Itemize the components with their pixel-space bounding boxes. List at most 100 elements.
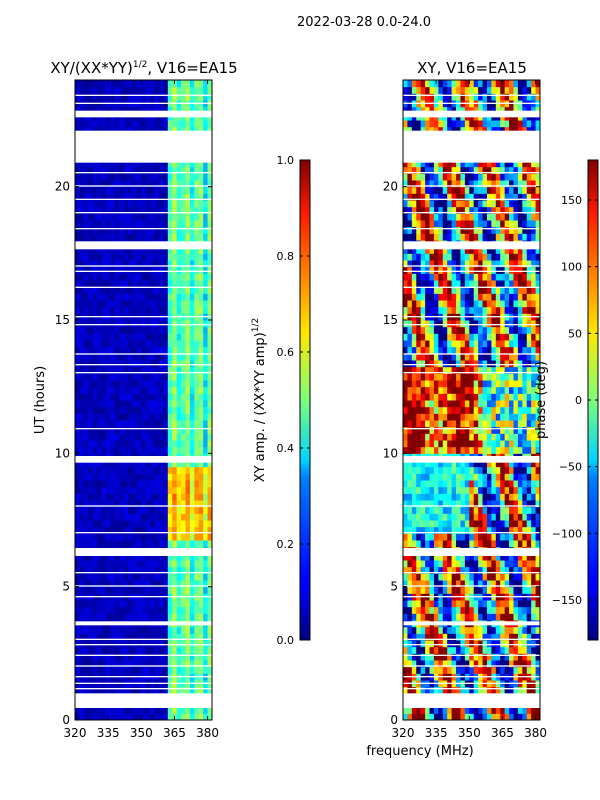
heatmap-cell: [167, 473, 173, 481]
heatmap-cell: [194, 446, 200, 454]
heatmap-cell: [145, 333, 151, 341]
heatmap-cell: [163, 326, 169, 334]
data-gap: [75, 364, 212, 366]
heatmap-cell: [141, 286, 147, 294]
heatmap-cell: [438, 500, 444, 508]
heatmap-cell: [442, 460, 448, 468]
heatmap-cell: [203, 446, 209, 454]
heatmap-cell: [181, 166, 186, 174]
heatmap-cell: [522, 333, 528, 341]
heatmap-cell: [185, 300, 191, 308]
heatmap-cell: [167, 573, 173, 581]
heatmap-cell: [416, 406, 422, 414]
heatmap-cell: [526, 433, 532, 441]
heatmap-cell: [150, 433, 156, 441]
heatmap-cell: [207, 120, 213, 128]
heatmap-cell: [167, 526, 173, 534]
heatmap-cell: [531, 493, 537, 501]
heatmap-cell: [145, 353, 151, 361]
heatmap-cell: [176, 306, 182, 314]
heatmap-cell: [509, 653, 514, 661]
heatmap-cell: [425, 526, 431, 534]
heatmap-cell: [163, 400, 169, 408]
heatmap-cell: [194, 646, 200, 654]
heatmap-cell: [429, 526, 435, 534]
heatmap-cell: [403, 500, 408, 508]
heatmap-cell: [464, 520, 470, 528]
heatmap-cell: [176, 653, 182, 661]
heatmap-cell: [167, 393, 173, 401]
heatmap-cell: [185, 373, 191, 381]
heatmap-cell: [442, 386, 448, 394]
heatmap-cell: [189, 386, 195, 394]
heatmap-cell: [176, 486, 182, 494]
heatmap-cell: [535, 366, 541, 374]
heatmap-cell: [172, 500, 178, 508]
heatmap-cell: [154, 80, 160, 88]
heatmap-cell: [141, 540, 147, 548]
heatmap-cell: [198, 186, 204, 194]
heatmap-cell: [486, 306, 492, 314]
heatmap-cell: [403, 306, 408, 314]
heatmap-cell: [442, 540, 448, 548]
heatmap-cell: [469, 560, 475, 568]
data-gap: [75, 316, 212, 318]
heatmap-cell: [83, 573, 89, 581]
heatmap-cell: [154, 526, 160, 534]
heatmap-cell: [150, 520, 156, 528]
heatmap-cell: [438, 520, 444, 528]
heatmap-cell: [535, 586, 541, 594]
heatmap-cell: [158, 440, 164, 448]
heatmap-cell: [535, 686, 541, 694]
heatmap-cell: [167, 466, 173, 474]
heatmap-cell: [145, 233, 151, 241]
heatmap-cell: [504, 346, 510, 354]
heatmap-cell: [198, 666, 204, 674]
heatmap-cell: [150, 480, 156, 488]
heatmap-cell: [105, 440, 111, 448]
heatmap-cell: [79, 426, 85, 434]
heatmap-cell: [438, 666, 444, 674]
heatmap-cell: [535, 340, 541, 348]
heatmap-cell: [97, 120, 103, 128]
y-tick-label: 20: [55, 180, 70, 194]
heatmap-cell: [495, 500, 501, 508]
heatmap-cell: [469, 346, 475, 354]
heatmap-cell: [176, 180, 182, 188]
heatmap-cell: [203, 86, 209, 94]
heatmap-cell: [198, 193, 204, 201]
heatmap-cell: [163, 506, 169, 514]
heatmap-cell: [425, 633, 431, 641]
heatmap-cell: [411, 573, 417, 581]
heatmap-cell: [88, 540, 94, 548]
heatmap-cell: [128, 633, 133, 641]
heatmap-cell: [101, 573, 107, 581]
heatmap-cell: [150, 666, 156, 674]
heatmap-cell: [185, 646, 191, 654]
heatmap-cell: [119, 306, 125, 314]
heatmap-cell: [504, 606, 510, 614]
heatmap-cell: [442, 520, 448, 528]
heatmap-cell: [517, 606, 523, 614]
heatmap-cell: [203, 120, 209, 128]
heatmap-cell: [185, 500, 191, 508]
heatmap-cell: [442, 706, 448, 714]
heatmap-cell: [482, 346, 488, 354]
heatmap-cell: [495, 606, 501, 614]
heatmap-cell: [150, 346, 156, 354]
heatmap-cell: [517, 573, 523, 581]
heatmap-cell: [486, 346, 492, 354]
heatmap-cell: [194, 233, 200, 241]
heatmap-cell: [110, 560, 116, 568]
heatmap-cell: [207, 220, 213, 228]
heatmap-cell: [154, 713, 160, 721]
heatmap-cell: [172, 93, 178, 101]
heatmap-cell: [207, 273, 213, 281]
heatmap-cell: [411, 446, 417, 454]
heatmap-cell: [411, 646, 417, 654]
heatmap-cell: [407, 466, 413, 474]
heatmap-cell: [207, 246, 213, 254]
heatmap-cell: [97, 80, 103, 88]
heatmap-cell: [154, 360, 160, 368]
heatmap-cell: [167, 553, 173, 561]
